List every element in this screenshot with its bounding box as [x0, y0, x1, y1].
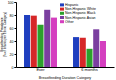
y-axis: 0 20 40 60 80 100 [8, 1, 17, 70]
bar [93, 29, 99, 67]
y-tick-mark [15, 28, 17, 29]
y-axis-line [15, 3, 17, 68]
legend-item: Other [60, 20, 75, 24]
y-tick-label: 60 [10, 27, 14, 31]
y-axis-title: (% of Infants per Ethnic Category) [3, 12, 7, 57]
x-axis-title: Breastfeeding Duration Category [39, 76, 92, 80]
y-tick: 80 [10, 14, 16, 18]
y-tick-mark [15, 2, 17, 3]
y-tick-mark [15, 67, 17, 68]
bar [73, 37, 79, 67]
y-tick-mark [15, 41, 17, 42]
x-tick-label: Ever [36, 67, 45, 72]
x-tick-label: 6 months [81, 67, 97, 72]
plot: 0 20 40 60 80 100 Ever 6 months [8, 1, 115, 73]
bar [44, 10, 50, 67]
y-tick-label: 40 [10, 40, 14, 44]
y-tick-mark [15, 54, 17, 55]
legend-swatch [60, 16, 64, 19]
x-tick: 6 months [81, 67, 97, 72]
x-axis-line [17, 67, 115, 68]
y-tick-label: 100 [8, 1, 14, 5]
bars [24, 10, 106, 67]
chart: 0 20 40 60 80 100 Ever 6 months Breastfeeding Du… [0, 0, 116, 80]
legend-swatch [60, 8, 64, 11]
y-tick-label: 80 [10, 14, 14, 18]
bar [24, 15, 30, 67]
y-tick-label: 0 [12, 66, 14, 70]
bar [80, 38, 86, 67]
legend-label: Other [65, 20, 75, 24]
x-axis: Ever 6 months [17, 67, 115, 72]
legend-swatch [60, 3, 64, 6]
y-tick-label: 20 [10, 53, 14, 57]
y-tick: 0 [12, 66, 16, 70]
y-tick-mark [15, 15, 17, 16]
legend-swatch [60, 12, 64, 15]
y-tick: 40 [10, 40, 16, 44]
y-tick: 100 [8, 1, 16, 5]
bar [51, 18, 57, 67]
bar [100, 41, 106, 67]
y-tick: 60 [10, 27, 16, 31]
bar [31, 16, 37, 67]
y-tick: 20 [10, 53, 16, 57]
legend-swatch [60, 20, 64, 23]
bar [37, 25, 43, 67]
bar [86, 49, 92, 67]
x-tick: Ever [36, 67, 45, 72]
legend: HispanicNon-Hispanic WhiteNon-Hispanic B… [60, 3, 96, 24]
